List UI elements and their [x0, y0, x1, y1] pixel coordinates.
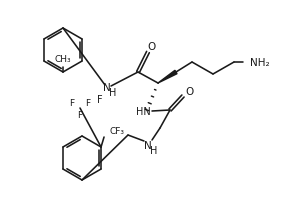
- Text: CF₃: CF₃: [110, 128, 125, 136]
- Polygon shape: [158, 70, 177, 83]
- Text: F: F: [97, 95, 103, 105]
- Text: F: F: [85, 98, 91, 108]
- Text: N: N: [144, 141, 152, 151]
- Text: O: O: [148, 42, 156, 52]
- Text: F: F: [69, 98, 75, 108]
- Text: CH₃: CH₃: [55, 55, 71, 64]
- Text: N: N: [103, 83, 111, 93]
- Text: HN: HN: [136, 107, 150, 117]
- Text: H: H: [109, 88, 117, 98]
- Text: H: H: [150, 146, 158, 156]
- Text: F: F: [77, 110, 83, 120]
- Text: O: O: [185, 87, 193, 97]
- Text: NH₂: NH₂: [250, 58, 270, 68]
